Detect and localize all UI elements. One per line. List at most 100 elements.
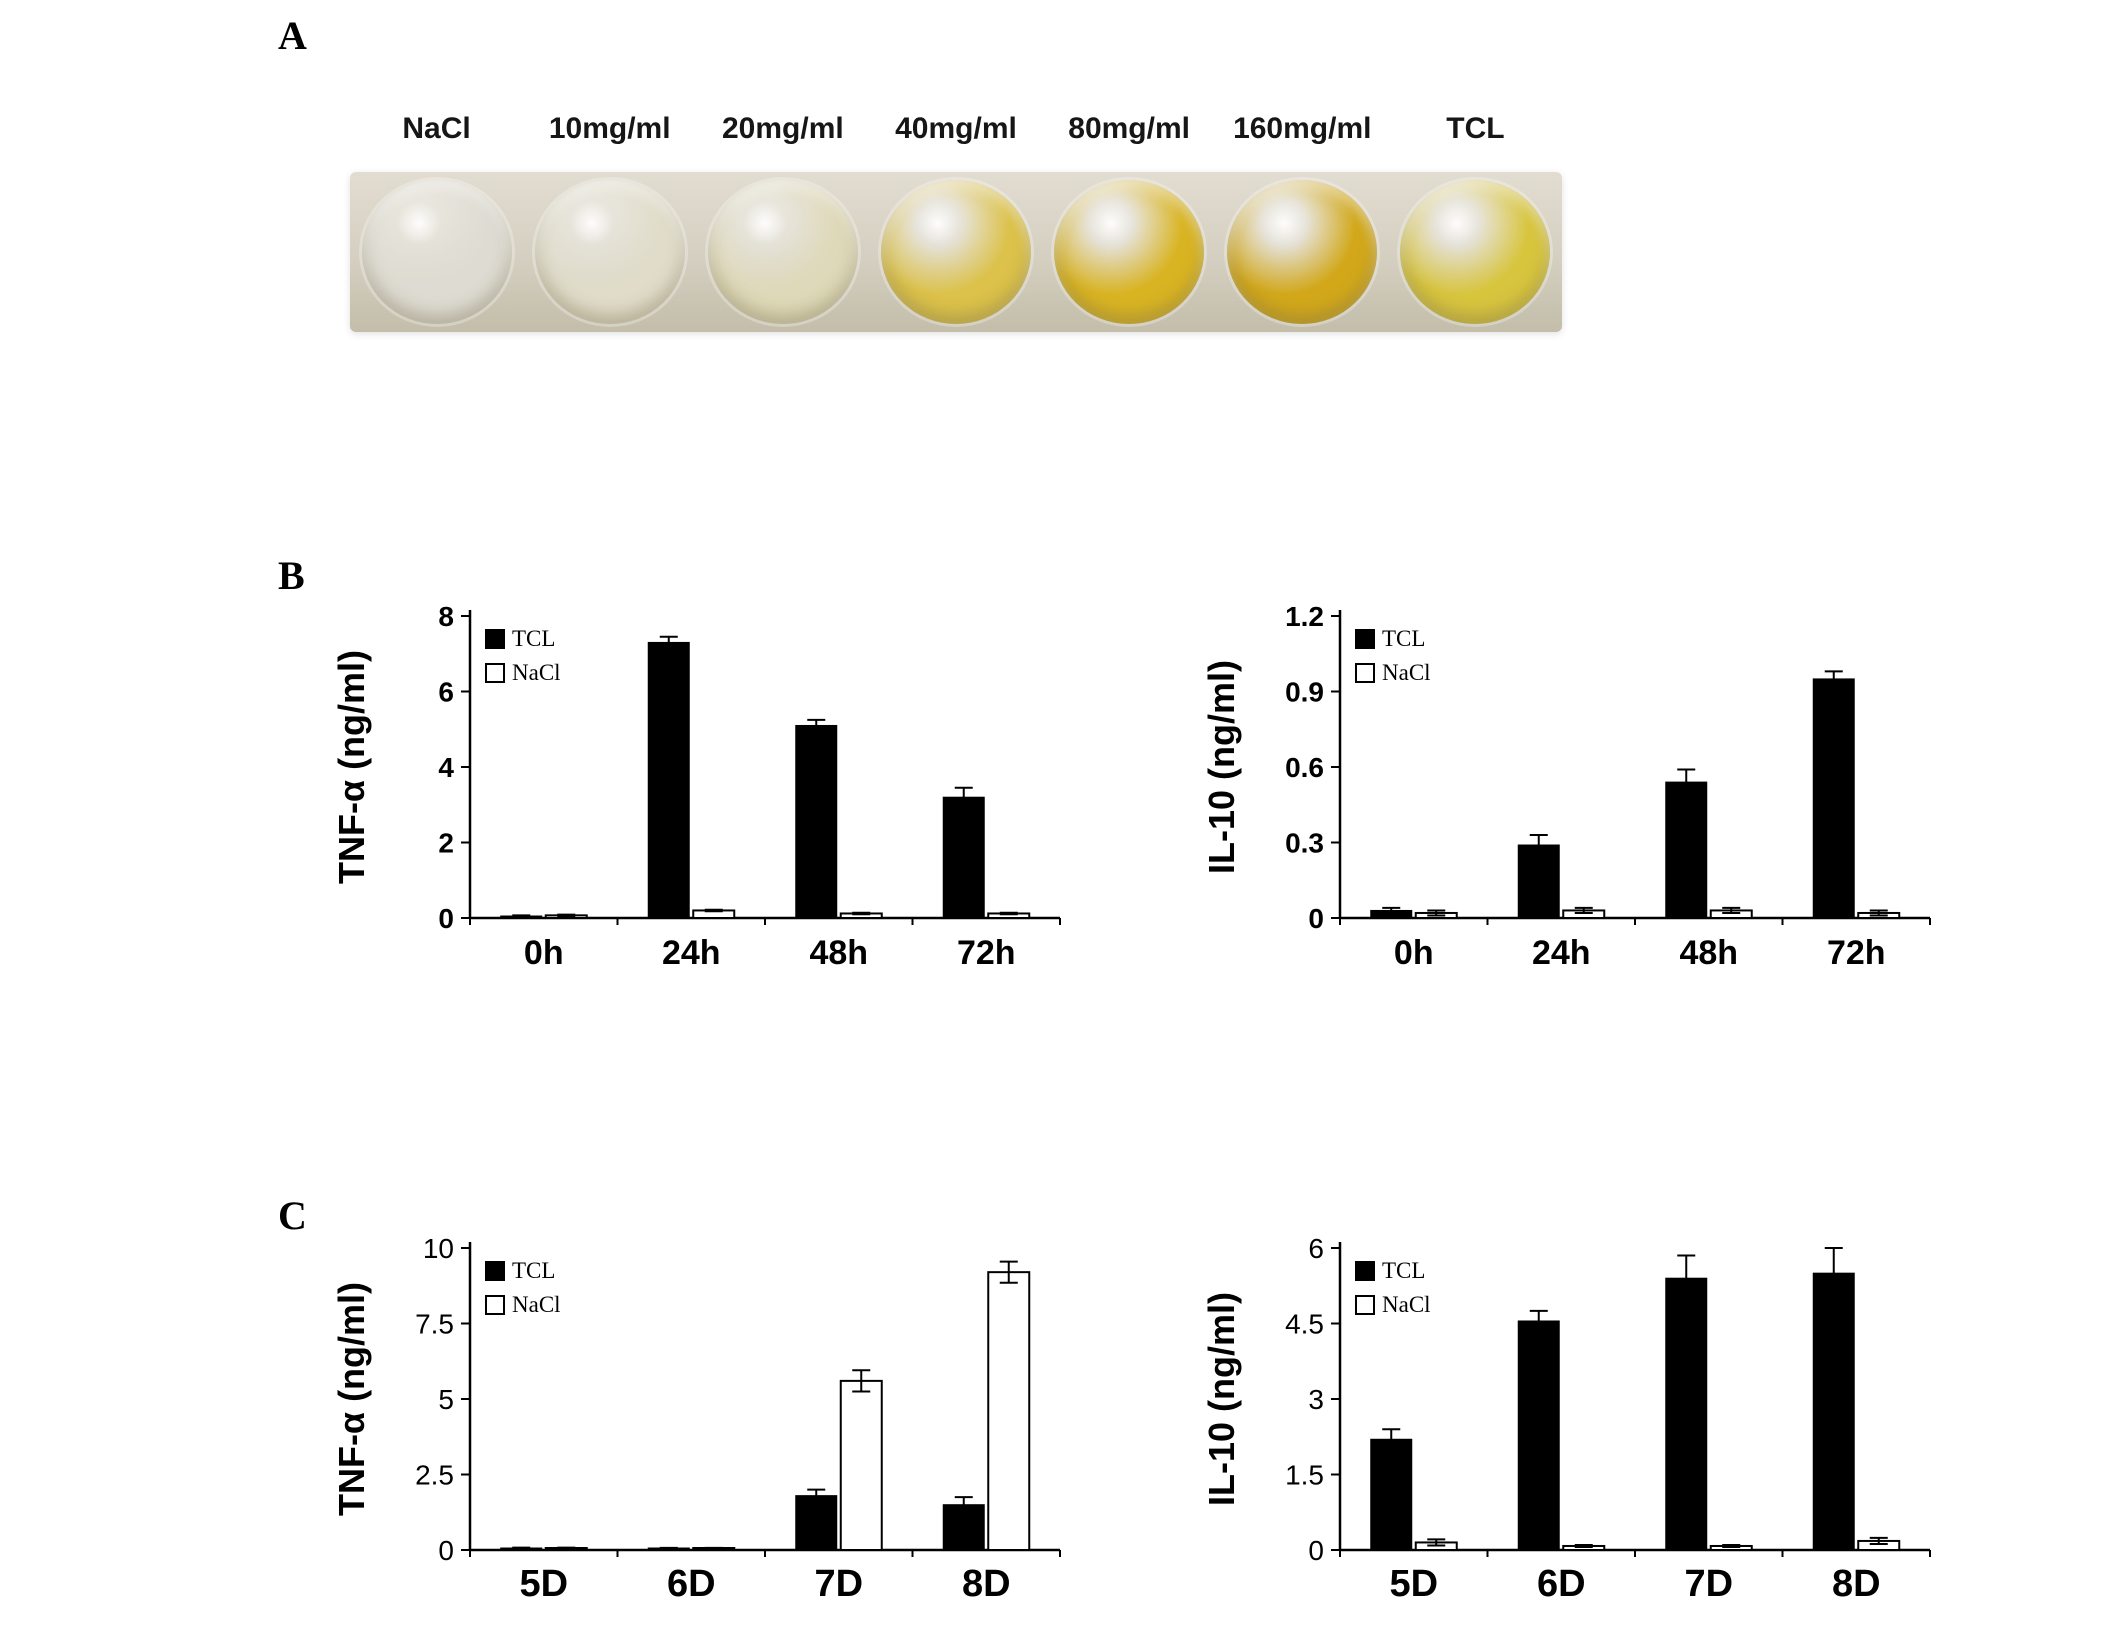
well-cell xyxy=(1043,172,1216,332)
bar-TCL-5D xyxy=(1370,1438,1413,1551)
well-40mg/ml xyxy=(880,180,1031,324)
x-tick-label: 72h xyxy=(1827,934,1886,972)
bar-TCL-72h xyxy=(1812,678,1855,919)
legend-swatch-NaCl xyxy=(1355,663,1375,683)
y-tick-label: 0.3 xyxy=(1285,828,1324,859)
legend-label-NaCl: NaCl xyxy=(1382,660,1431,685)
well-cell xyxy=(350,172,523,332)
y-axis-title: IL-10 (ng/ml) xyxy=(1201,1292,1242,1506)
x-tick-label: 7D xyxy=(1684,1563,1733,1605)
well-160mg/ml xyxy=(1227,180,1378,324)
well-cell xyxy=(696,172,869,332)
well-cell xyxy=(869,172,1042,332)
well-label: 40mg/ml xyxy=(895,112,1017,145)
well-10mg/ml xyxy=(534,180,685,324)
well-NaCl xyxy=(361,180,512,324)
well-plate-photo xyxy=(350,172,1562,332)
legend-label-NaCl: NaCl xyxy=(512,1292,561,1317)
x-tick-label: 5D xyxy=(1389,1563,1438,1605)
y-tick-label: 1.5 xyxy=(1285,1460,1324,1491)
bar-TCL-72h xyxy=(942,796,985,919)
chart-il10-hours: 0 0.3 0.6 0.9 1.2 IL-10 (ng/ml) TCL NaCl 0h 24h 48… xyxy=(1190,598,1950,1010)
well-label: NaCl xyxy=(402,112,471,145)
well-cell xyxy=(523,172,696,332)
legend-swatch-TCL xyxy=(1355,629,1375,649)
bar-TCL-8D xyxy=(1812,1272,1855,1551)
well-cell xyxy=(1216,172,1389,332)
chart-svg-il10-hours: 0 0.3 0.6 0.9 1.2 IL-10 (ng/ml) TCL NaCl 0h 24h 48… xyxy=(1201,601,1931,972)
legend-label-TCL: TCL xyxy=(512,1258,555,1283)
x-tick-label: 7D xyxy=(814,1563,863,1605)
y-tick-label: 0 xyxy=(438,1535,454,1566)
x-tick-label: 0h xyxy=(1394,934,1434,972)
y-tick-label: 4 xyxy=(438,752,454,783)
legend-label-TCL: TCL xyxy=(1382,1258,1425,1283)
y-tick-label: 0 xyxy=(1308,903,1324,934)
legend-swatch-TCL xyxy=(485,1261,505,1281)
bar-NaCl-8D xyxy=(987,1271,1031,1551)
y-tick-label: 2.5 xyxy=(415,1460,454,1491)
y-axis-title: TNF-α (ng/ml) xyxy=(331,1282,372,1516)
bar-TCL-7D xyxy=(1665,1277,1708,1551)
y-tick-label: 3 xyxy=(1308,1384,1324,1415)
y-axis-title: TNF-α (ng/ml) xyxy=(331,650,372,884)
x-tick-label: 48h xyxy=(1679,934,1738,972)
y-tick-label: 2 xyxy=(438,828,454,859)
y-tick-label: 10 xyxy=(423,1233,454,1264)
y-tick-label: 0.9 xyxy=(1285,677,1324,708)
legend-swatch-TCL xyxy=(485,629,505,649)
y-tick-label: 6 xyxy=(438,677,454,708)
chart-svg-il10-days: 0 1.5 3 4.5 6 IL-10 (ng/ml) TCL NaCl 5D 6D 7D 8D xyxy=(1201,1233,1931,1605)
chart-tnf-alpha-days: 0 2.5 5 7.5 10 TNF-α (ng/ml) TCL NaCl 5D 6D 7D 8D xyxy=(320,1230,1080,1642)
chart-svg-tnf-alpha-days: 0 2.5 5 7.5 10 TNF-α (ng/ml) TCL NaCl 5D 6D 7D 8D xyxy=(331,1233,1061,1605)
y-tick-label: 0 xyxy=(438,903,454,934)
x-tick-label: 24h xyxy=(662,934,721,972)
well-label: TCL xyxy=(1446,112,1505,145)
x-tick-label: 72h xyxy=(957,934,1016,972)
legend-swatch-NaCl xyxy=(1355,1295,1375,1315)
panel-b-label: B xyxy=(278,553,305,598)
x-tick-label: 0h xyxy=(524,934,564,972)
x-tick-label: 24h xyxy=(1532,934,1591,972)
bar-TCL-6D xyxy=(1517,1320,1560,1551)
legend-label-NaCl: NaCl xyxy=(1382,1292,1431,1317)
y-tick-label: 6 xyxy=(1308,1233,1324,1264)
legend-label-TCL: TCL xyxy=(1382,626,1425,651)
y-tick-label: 5 xyxy=(438,1384,454,1415)
chart-il10-days: 0 1.5 3 4.5 6 IL-10 (ng/ml) TCL NaCl 5D 6D 7D 8D xyxy=(1190,1230,1950,1642)
y-tick-label: 4.5 xyxy=(1285,1309,1324,1340)
x-tick-label: 5D xyxy=(519,1563,568,1605)
well-label: 160mg/ml xyxy=(1233,112,1372,145)
bar-TCL-24h xyxy=(1517,844,1560,919)
x-tick-label: 48h xyxy=(809,934,868,972)
y-tick-label: 0 xyxy=(1308,1535,1324,1566)
legend-label-NaCl: NaCl xyxy=(512,660,561,685)
well-20mg/ml xyxy=(707,180,858,324)
bar-NaCl-7D xyxy=(839,1379,883,1551)
y-tick-label: 1.2 xyxy=(1285,601,1324,632)
panel-c-label: C xyxy=(278,1193,307,1238)
well-label: 10mg/ml xyxy=(548,112,671,145)
y-tick-label: 7.5 xyxy=(415,1309,454,1340)
well-80mg/ml xyxy=(1054,180,1205,324)
bar-TCL-7D xyxy=(795,1495,838,1551)
chart-svg-tnf-alpha-hours: 0 2 4 6 8 TNF-α (ng/ml) TCL NaCl 0h 24h 48h 72h xyxy=(331,601,1061,972)
y-axis-title: IL-10 (ng/ml) xyxy=(1201,660,1242,874)
chart-tnf-alpha-hours: 0 2 4 6 8 TNF-α (ng/ml) TCL NaCl 0h 24h 48h 72h xyxy=(320,598,1080,1010)
x-tick-label: 8D xyxy=(962,1563,1011,1605)
legend-label-TCL: TCL xyxy=(512,626,555,651)
y-tick-label: 0.6 xyxy=(1285,752,1324,783)
well-TCL xyxy=(1400,180,1551,324)
well-label: 80mg/ml xyxy=(1068,112,1190,145)
legend-swatch-NaCl xyxy=(485,1295,505,1315)
x-tick-label: 6D xyxy=(667,1563,716,1605)
well-label: 20mg/ml xyxy=(721,112,844,145)
well-plate-labels: NaCl 10mg/ml 20mg/ml 40mg/ml 80mg/ml 160mg/ml… xyxy=(350,112,1562,146)
well-cell xyxy=(1389,172,1562,332)
bar-TCL-24h xyxy=(647,641,690,919)
legend-swatch-TCL xyxy=(1355,1261,1375,1281)
x-tick-label: 6D xyxy=(1537,1563,1586,1605)
bar-TCL-48h xyxy=(1665,781,1708,919)
bar-TCL-48h xyxy=(795,724,838,919)
y-tick-label: 8 xyxy=(438,601,454,632)
